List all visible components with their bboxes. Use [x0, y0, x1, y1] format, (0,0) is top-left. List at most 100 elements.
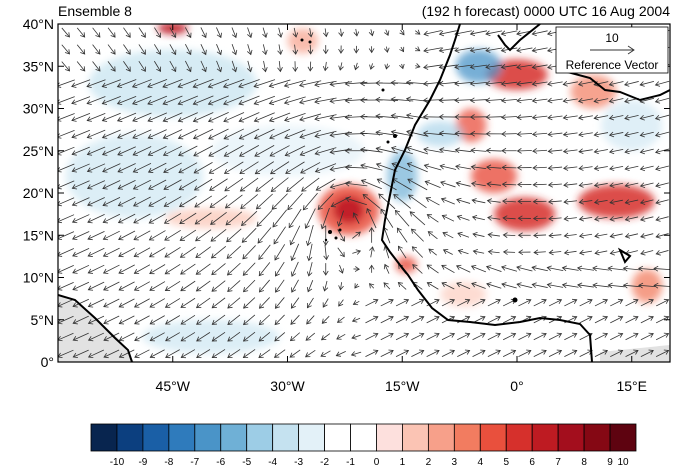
wind-vector	[76, 61, 86, 72]
wind-vector	[353, 266, 360, 272]
wind-vector	[441, 214, 455, 222]
wind-vector	[469, 30, 488, 37]
wind-vector	[412, 264, 423, 274]
wind-vector	[640, 250, 654, 256]
wind-vector	[487, 215, 501, 221]
wind-vector	[306, 262, 313, 277]
wind-vector	[58, 129, 75, 139]
colorbar-swatch	[116, 423, 144, 452]
wind-vector	[169, 60, 177, 73]
wind-vector	[516, 97, 533, 104]
wind-vector	[422, 130, 443, 137]
wind-vector	[58, 315, 74, 325]
wind-vector	[578, 131, 593, 138]
wind-vector	[227, 331, 241, 342]
wind-vector	[329, 181, 352, 190]
wind-vector	[116, 112, 137, 122]
wind-vector	[134, 349, 150, 359]
wind-vector	[607, 282, 625, 289]
wind-vector	[222, 78, 245, 89]
wind-vector	[164, 246, 181, 258]
wind-vector	[406, 129, 429, 137]
wind-vector	[180, 315, 196, 325]
wind-vector	[411, 298, 425, 307]
wind-vector	[118, 332, 135, 342]
wind-vector	[147, 79, 168, 89]
wind-vector	[246, 60, 253, 73]
wind-vector	[242, 349, 256, 359]
wind-vector	[639, 199, 654, 205]
wind-vector	[407, 178, 428, 191]
wind-vector	[134, 315, 150, 325]
wind-vector	[268, 96, 291, 106]
wind-vector	[291, 279, 299, 293]
wind-vector	[653, 265, 670, 272]
wind-vector	[624, 182, 639, 188]
wind-vector	[486, 164, 502, 171]
colorbar-swatch	[350, 423, 377, 452]
wind-vector	[268, 112, 291, 123]
wind-vector	[593, 165, 608, 171]
wind-vector	[501, 282, 517, 289]
anomaly-blob	[395, 256, 417, 274]
wind-vector	[258, 297, 270, 309]
wind-vector	[305, 224, 314, 247]
wind-vector	[101, 129, 121, 139]
anomaly-blob	[386, 150, 418, 202]
wind-vector	[227, 314, 241, 325]
wind-vector	[518, 332, 532, 341]
wind-vector	[578, 148, 593, 155]
wind-vector	[501, 265, 518, 272]
wind-vector	[518, 298, 532, 307]
wind-vector	[92, 27, 101, 38]
wind-vector	[485, 114, 502, 120]
wind-vector	[226, 245, 242, 259]
wind-vector	[180, 280, 196, 292]
wind-vector	[532, 198, 547, 205]
wind-vector	[196, 349, 211, 359]
wind-vector	[578, 215, 593, 222]
wind-vector	[396, 227, 408, 243]
wind-vector	[194, 195, 213, 208]
wind-vector	[609, 199, 623, 205]
wind-vector	[292, 27, 299, 38]
wind-vector	[624, 148, 639, 155]
wind-vector	[255, 177, 274, 192]
wind-vector	[548, 249, 562, 256]
wind-vector	[547, 148, 563, 154]
wind-vector	[238, 145, 260, 157]
wind-vector	[133, 298, 150, 308]
wind-vector	[337, 229, 345, 242]
wind-vector	[593, 182, 608, 188]
wind-vector	[438, 47, 457, 54]
colorbar-swatch	[557, 423, 585, 452]
wind-vector	[258, 279, 270, 293]
wind-vector	[485, 147, 502, 154]
wind-vector	[273, 226, 286, 245]
wind-vector	[132, 129, 152, 139]
wind-vector	[102, 197, 121, 207]
wind-vector	[577, 81, 594, 87]
wind-vector	[123, 27, 131, 38]
wind-vector	[284, 129, 306, 140]
wind-vector	[107, 44, 116, 55]
wind-vector	[609, 216, 623, 222]
wind-vector	[223, 112, 245, 123]
anomaly-blob	[494, 197, 556, 232]
wind-vector	[548, 332, 563, 341]
wind-vector	[415, 63, 421, 69]
wind-vector	[624, 165, 639, 172]
wind-vector	[118, 298, 135, 308]
wind-vector	[640, 349, 654, 358]
colorbar-label: -3	[294, 457, 303, 468]
wind-vector	[102, 180, 121, 190]
wind-vector	[336, 316, 345, 323]
wind-vector	[609, 232, 623, 239]
wind-vector	[456, 197, 471, 204]
colorbar-label: 8	[581, 457, 587, 468]
wind-vector	[578, 182, 593, 188]
wind-vector	[258, 331, 271, 342]
wind-vector	[184, 60, 192, 73]
wind-vector	[118, 247, 136, 258]
wind-vector	[223, 161, 244, 174]
